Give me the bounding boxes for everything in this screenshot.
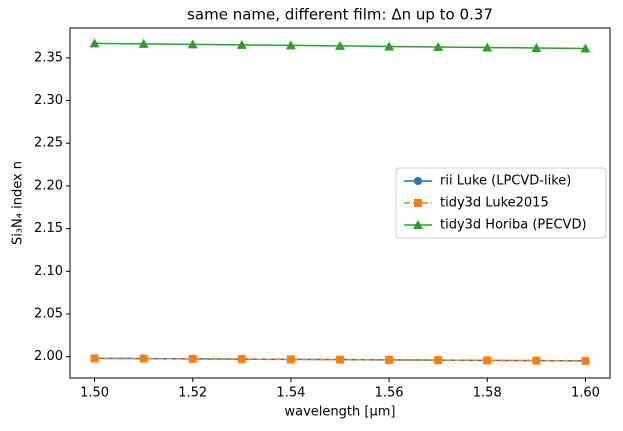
data-point [237,355,246,364]
legend-marker [414,199,422,207]
y-tick-label: 2.00 [34,349,63,364]
data-point [482,42,493,52]
legend-label: tidy3d Horiba (PECVD) [440,218,587,233]
x-tick-label: 1.58 [473,386,502,401]
y-tick-label: 2.30 [34,93,63,108]
data-point [187,39,198,49]
data-point [89,38,100,48]
data-point [336,355,344,364]
data-point [286,355,295,364]
data-point [434,356,443,365]
data-point [139,354,148,363]
x-tick-label: 1.52 [178,386,207,401]
y-axis-label: Si₃N₄ index n [11,161,26,245]
data-point [384,41,395,51]
y-tick-label: 2.25 [34,136,63,151]
y-tick-label: 2.20 [34,178,63,193]
x-tick-label: 1.60 [571,386,600,401]
data-point [335,40,345,50]
data-point [138,38,149,48]
legend-marker [413,220,423,229]
data-point [581,356,590,365]
x-axis-label: wavelength [µm] [285,405,396,420]
legend-marker [414,177,422,185]
plot-frame [69,27,611,379]
y-tick-label: 2.35 [34,50,63,65]
data-point [483,356,492,365]
legend-label: rii Luke (LPCVD-like) [440,174,571,189]
data-point [90,354,99,363]
data-point [580,43,591,53]
x-tick-label: 1.56 [375,386,404,401]
legend-box [395,167,607,239]
data-point [236,39,247,49]
data-point [285,40,296,50]
data-point [188,354,197,363]
y-tick-label: 2.15 [34,221,63,236]
data-point [532,356,541,365]
data-point [531,42,542,52]
data-point [385,355,394,364]
legend-label: tidy3d Luke2015 [440,196,549,211]
y-tick-label: 2.10 [34,264,63,279]
data-point [433,41,444,51]
x-tick-label: 1.54 [276,386,305,401]
chart-title: same name, different film: Δn up to 0.37 [187,6,493,24]
y-tick-label: 2.05 [34,306,63,321]
x-tick-label: 1.50 [80,386,109,401]
